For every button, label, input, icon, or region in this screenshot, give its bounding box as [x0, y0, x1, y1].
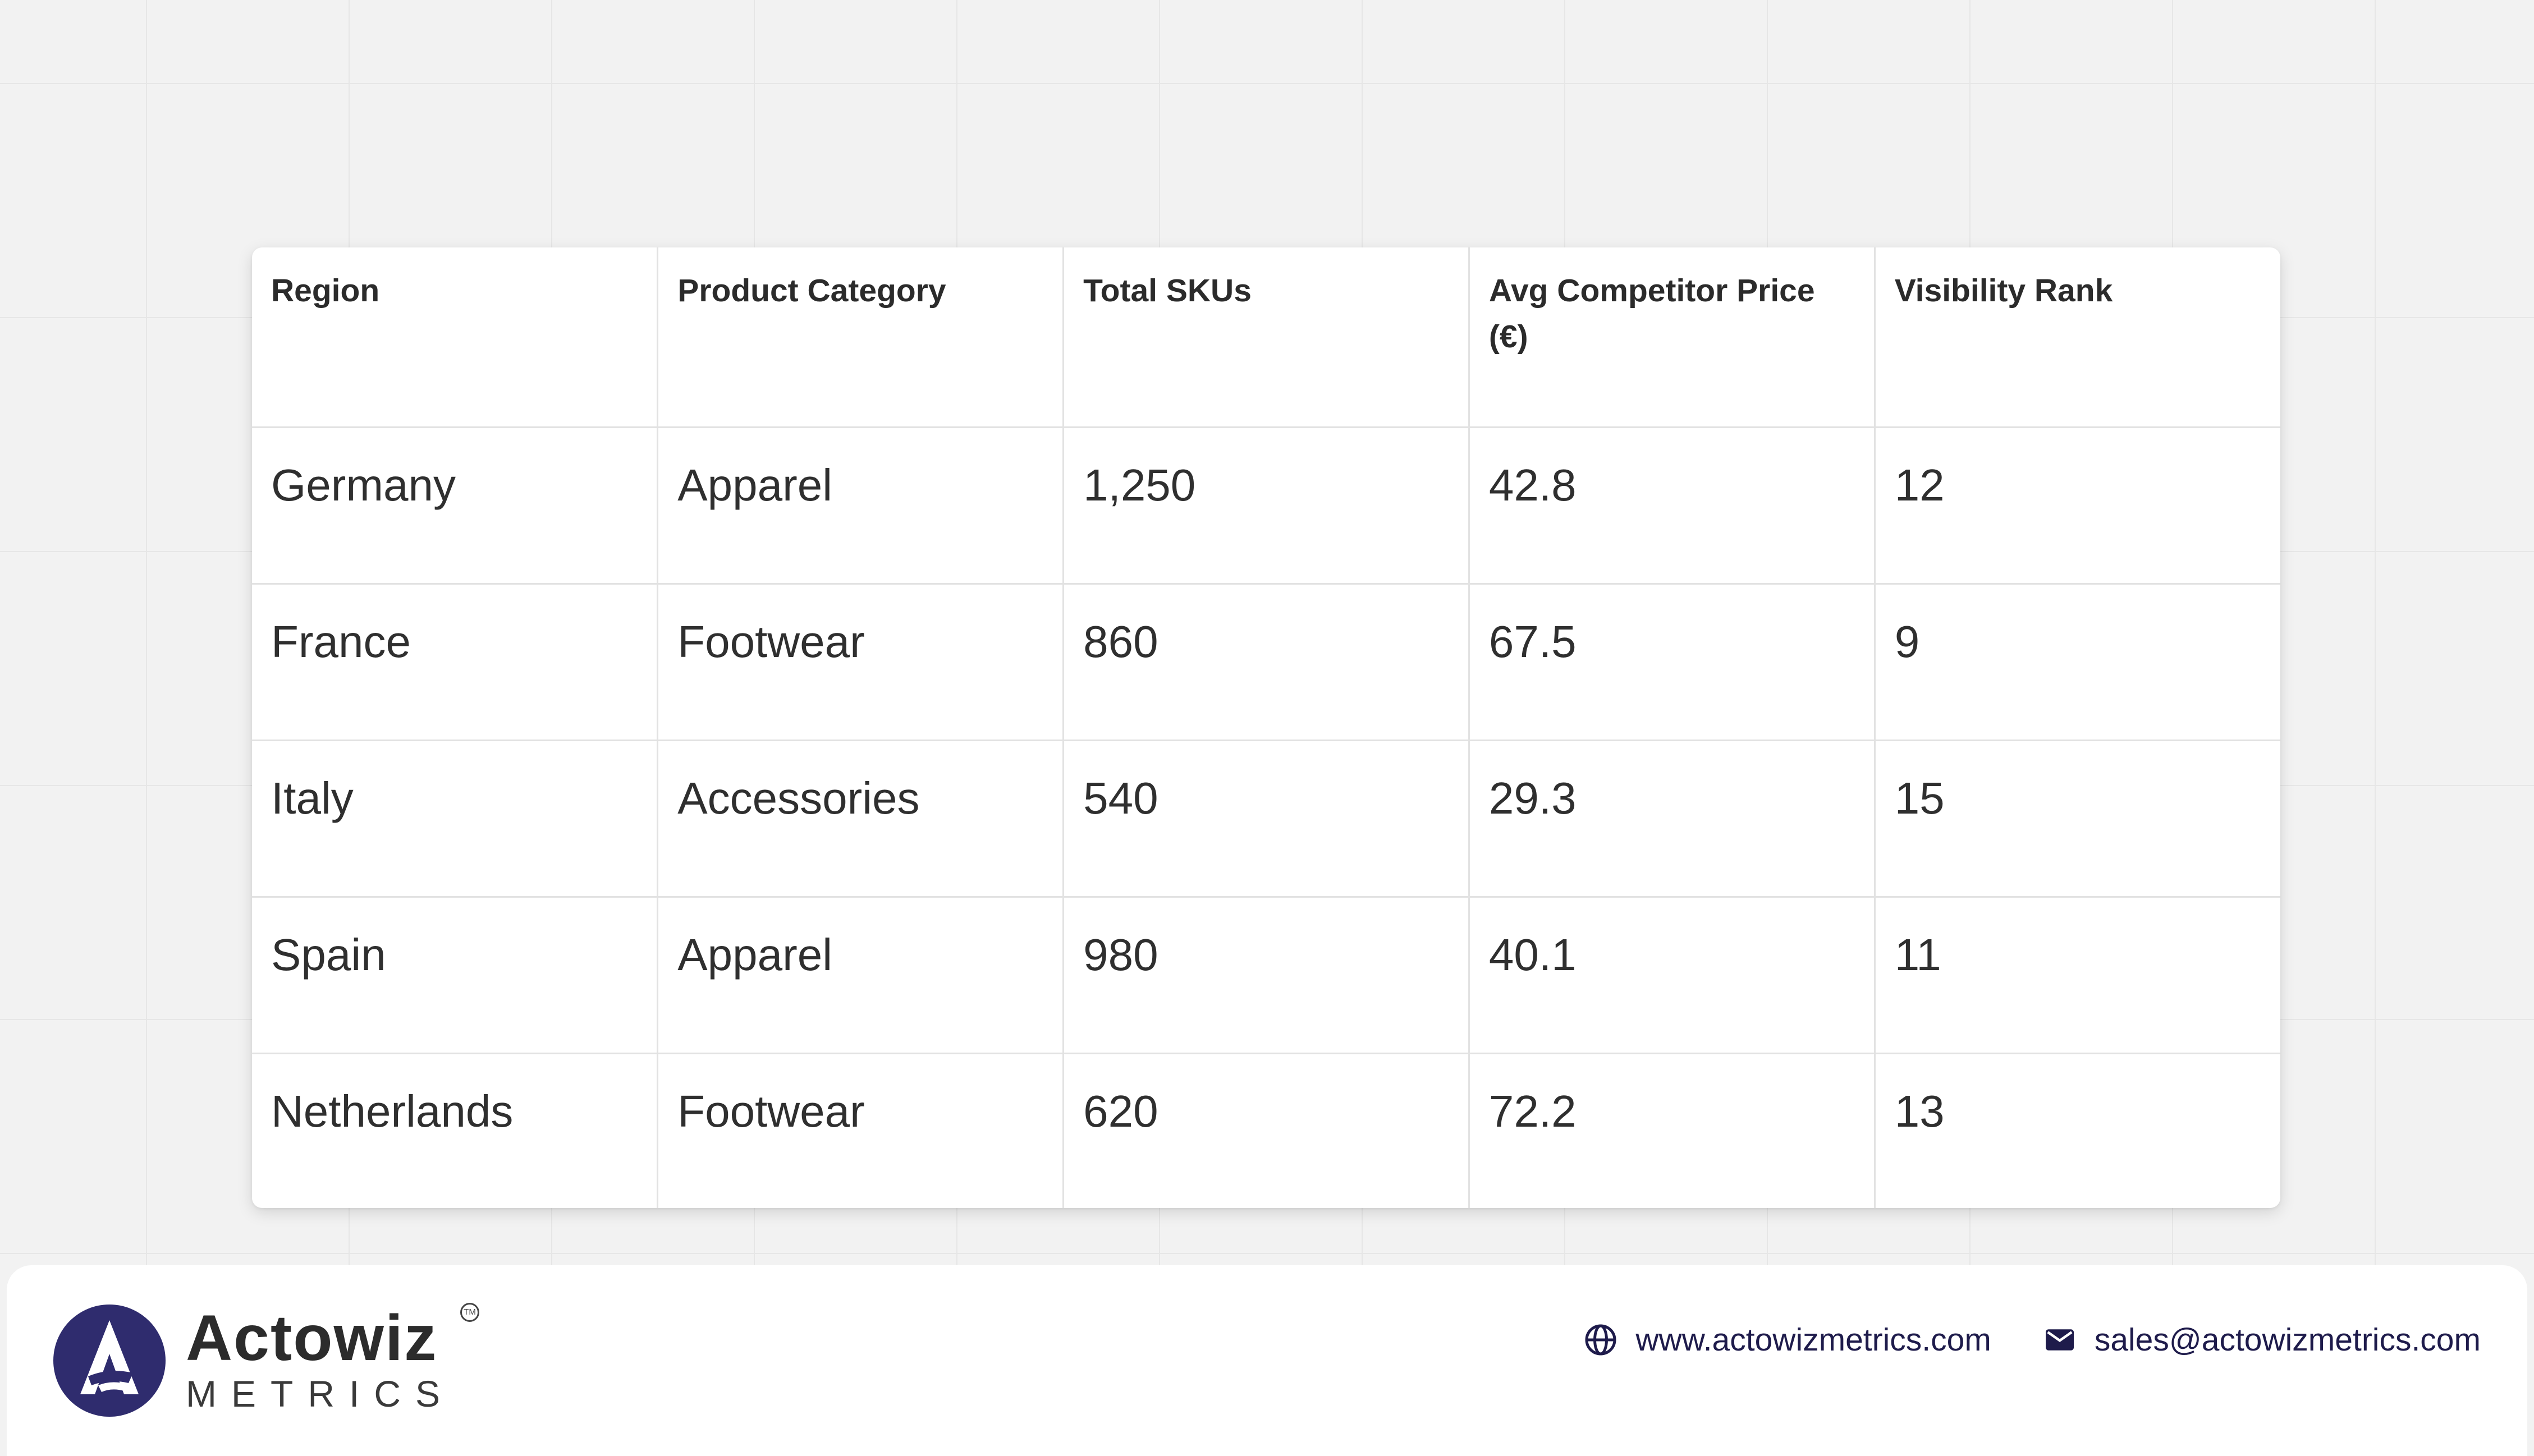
cell-region: Spain: [252, 897, 659, 1054]
cell-avg-competitor-price: 40.1: [1469, 897, 1876, 1054]
cell-avg-competitor-price: 72.2: [1469, 1053, 1876, 1208]
column-header-region: Region: [252, 247, 659, 428]
cell-region: Italy: [252, 740, 659, 898]
cell-avg-competitor-price: 67.5: [1469, 584, 1876, 741]
data-table-card: Region Product Category Total SKUs Avg C…: [252, 247, 2280, 1208]
cell-total-skus: 620: [1063, 1053, 1470, 1208]
table-row: Germany Apparel 1,250 42.8 12: [252, 427, 2280, 585]
brand-logo[interactable]: Actowiz METRICS TM: [53, 1302, 479, 1417]
brand-name: Actowiz: [186, 1302, 438, 1374]
email-link[interactable]: sales@actowizmetrics.com: [2043, 1321, 2481, 1358]
cell-total-skus: 1,250: [1063, 427, 1470, 585]
cell-visibility-rank: 13: [1894, 1086, 1945, 1136]
cell-avg-competitor-price: 29.3: [1469, 740, 1876, 898]
table-row: Spain Apparel 980 40.1 11: [252, 897, 2280, 1054]
cell-product-category: Apparel: [657, 897, 1065, 1054]
cell-visibility-rank: 11: [1875, 897, 2280, 1054]
footer-bar: Actowiz METRICS TM www.actowizmetrics.co…: [7, 1265, 2527, 1456]
cell-visibility-rank: 15: [1875, 740, 2280, 898]
column-header-product-category: Product Category: [657, 247, 1065, 428]
column-header-total-skus: Total SKUs: [1063, 247, 1470, 428]
cell-total-skus: 860: [1063, 584, 1470, 741]
brand-wordmark: Actowiz METRICS TM: [186, 1302, 479, 1416]
table-row: Netherlands Footwear 620 72.2 13: [252, 1053, 2280, 1208]
cell-region: Netherlands: [252, 1053, 659, 1208]
cell-visibility-rank: 9: [1875, 584, 2280, 741]
cell-region: France: [252, 584, 659, 741]
trademark-badge: TM: [460, 1303, 479, 1322]
table-header-row: Region Product Category Total SKUs Avg C…: [252, 247, 2280, 428]
cell-total-skus: 540: [1063, 740, 1470, 898]
column-header-avg-competitor-price: Avg Competitor Price (€): [1469, 247, 1876, 428]
column-header-visibility-rank: Visibility Rank: [1875, 247, 2280, 428]
cell-product-category: Accessories: [657, 740, 1065, 898]
table-row: Italy Accessories 540 29.3 15: [252, 740, 2280, 898]
contact-info: www.actowizmetrics.com sales@actowizmetr…: [1584, 1321, 2481, 1358]
brand-subtitle: METRICS: [186, 1373, 455, 1414]
globe-icon: [1585, 1324, 1616, 1356]
website-link[interactable]: www.actowizmetrics.com: [1584, 1321, 1991, 1358]
actowiz-logo-icon: [53, 1305, 166, 1417]
table-row: France Footwear 860 67.5 9: [252, 584, 2280, 741]
data-table: Region Product Category Total SKUs Avg C…: [252, 247, 2280, 1208]
cell-avg-competitor-price: 42.8: [1469, 427, 1876, 585]
cell-product-category: Footwear: [657, 584, 1065, 741]
cell-total-skus: 980: [1063, 897, 1470, 1054]
email-text: sales@actowizmetrics.com: [2094, 1322, 2481, 1358]
cell-visibility-rank: 12: [1875, 427, 2280, 585]
mail-icon: [2045, 1329, 2074, 1351]
website-text: www.actowizmetrics.com: [1635, 1322, 1991, 1358]
cell-product-category: Apparel: [657, 427, 1065, 585]
cell-product-category: Footwear: [657, 1053, 1065, 1208]
cell-region: Germany: [252, 427, 659, 585]
